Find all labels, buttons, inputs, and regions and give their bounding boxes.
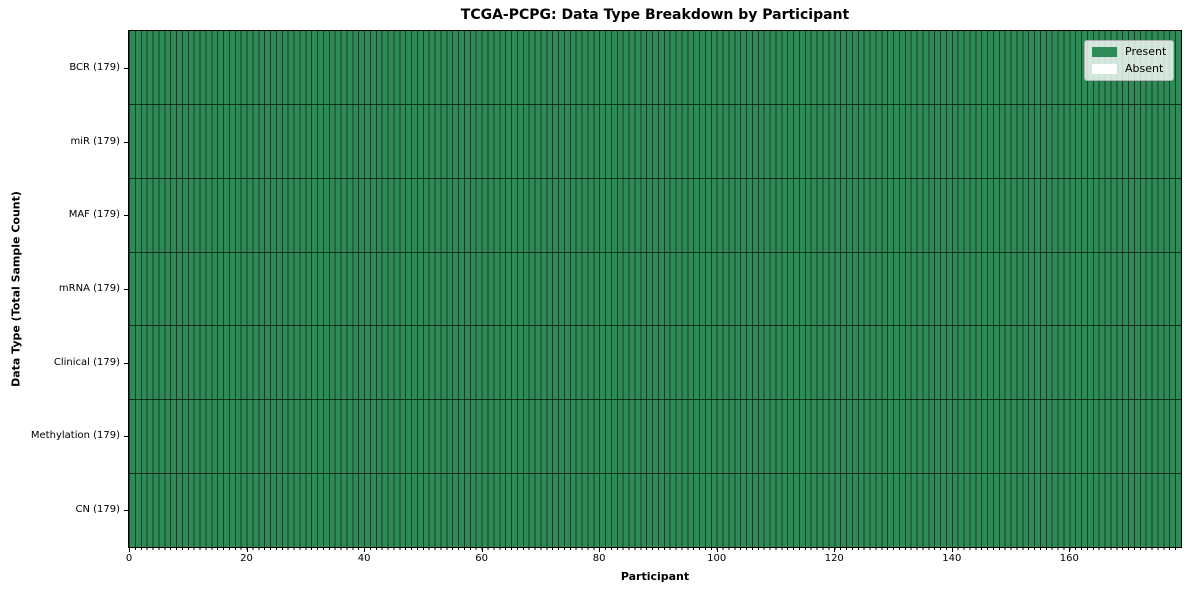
x-tick-mark (716, 548, 718, 552)
plot-area (128, 30, 1182, 548)
y-tick-label: CN (179) (75, 504, 120, 516)
chart-title: TCGA-PCPG: Data Type Breakdown by Partic… (460, 7, 850, 23)
x-tick-label: 40 (357, 553, 371, 564)
y-tick-mark (124, 362, 128, 364)
x-tick-label: 140 (942, 553, 962, 564)
heatmap-row-BCR (129, 31, 1181, 104)
y-tick-mark (124, 141, 128, 143)
x-tick-label: 160 (1059, 553, 1079, 564)
x-tick-label: 0 (125, 553, 133, 564)
y-tick-label: miR (179) (70, 135, 120, 147)
legend-item-present: Present (1092, 46, 1166, 58)
x-tick-label: 80 (592, 553, 606, 564)
y-tick-label: Methylation (179) (30, 430, 120, 442)
legend-label: Absent (1125, 62, 1164, 75)
legend: Present Absent (1084, 40, 1175, 81)
x-tick-mark (481, 548, 483, 552)
y-tick-label: BCR (179) (69, 61, 120, 73)
y-tick-mark (124, 510, 128, 512)
y-tick-mark (124, 67, 128, 69)
heatmap-row-Clinical (129, 325, 1181, 400)
x-tick-mark (834, 548, 836, 552)
y-tick-label: MAF (179) (68, 209, 120, 221)
y-tick-label: Clinical (179) (53, 356, 120, 368)
x-tick-label: 120 (824, 553, 844, 564)
legend-item-absent: Absent (1092, 63, 1166, 75)
y-tick-mark (124, 289, 128, 290)
heatmap-row-MAF (129, 177, 1181, 252)
x-tick-mark (1069, 548, 1071, 552)
x-axis-minor-ticks (129, 548, 1181, 550)
heatmap-row-miR (129, 103, 1181, 178)
x-axis-label: Participant (620, 570, 690, 583)
x-tick-label: 100 (707, 553, 727, 564)
x-tick-label: 20 (240, 553, 253, 564)
legend-label: Present (1125, 45, 1167, 58)
legend-swatch-absent (1092, 64, 1117, 74)
y-tick-mark (124, 436, 128, 438)
x-tick-mark (951, 548, 953, 552)
x-tick-mark (364, 548, 366, 552)
y-tick-label: mRNA (179) (58, 283, 120, 294)
y-tick-mark (124, 215, 128, 217)
heatmap-row-mRNA (129, 251, 1181, 326)
x-tick-mark (599, 548, 601, 552)
legend-swatch-present (1092, 47, 1117, 57)
x-tick-mark (246, 548, 248, 552)
heatmap-row-CN (129, 473, 1181, 548)
x-tick-label: 60 (475, 553, 488, 564)
heatmap-row-Methylation (129, 399, 1181, 474)
x-tick-mark (129, 548, 130, 552)
